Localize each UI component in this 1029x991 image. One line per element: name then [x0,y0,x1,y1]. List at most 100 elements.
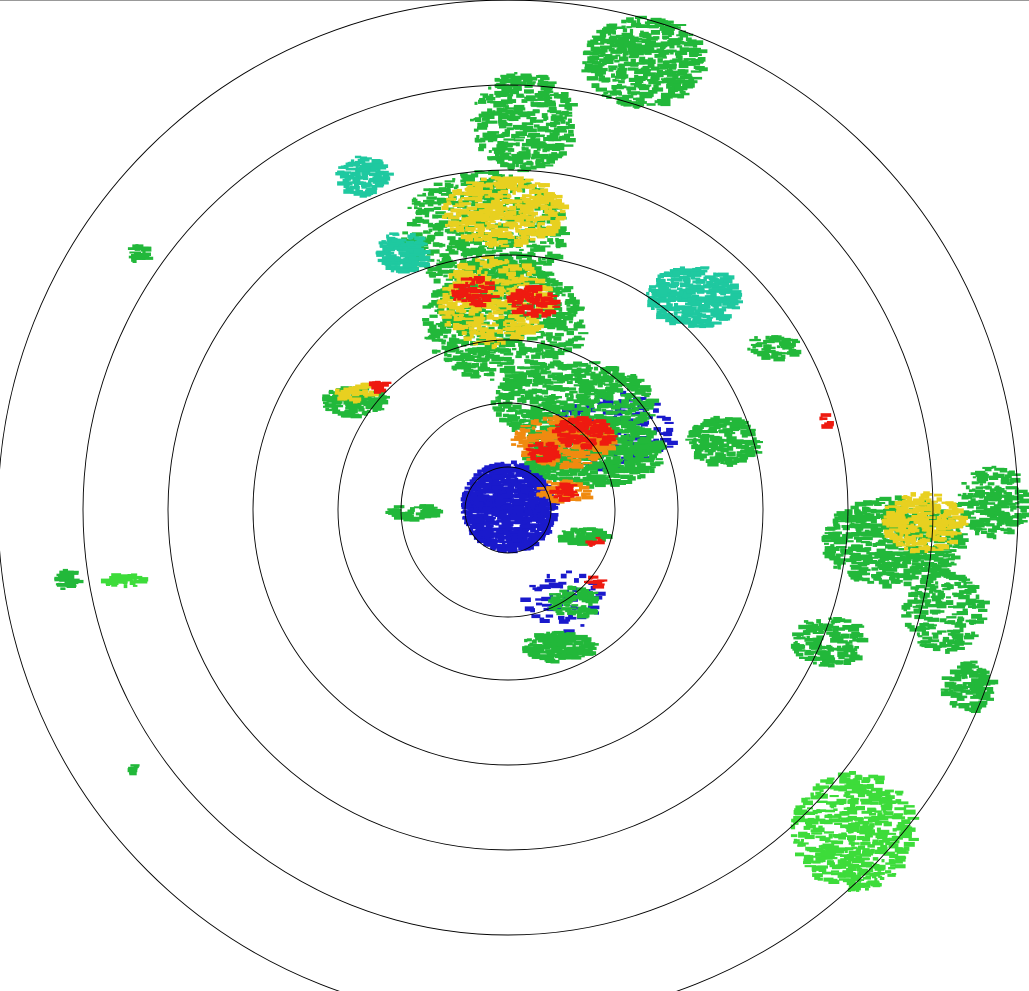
echo-cell [657,71,669,76]
echo-cell [711,308,718,313]
echo-cell [536,336,544,339]
echo-cell [646,446,653,452]
echo-cell [456,329,461,333]
echo-cell [552,396,562,399]
echo-cell [714,281,719,287]
echo-cell [460,259,464,263]
echo-cell [520,487,530,492]
echo-cell [645,48,649,54]
echo-cell [417,207,423,211]
echo-cell [472,355,478,358]
echo-cell [539,153,549,157]
echo-cell [525,166,532,172]
echo-cell [605,457,612,461]
echo-cell [541,603,553,607]
echo-cell [526,244,531,248]
echo-cell [674,321,684,324]
echo-cell [542,473,549,478]
echo-cell [560,119,566,124]
echo-cell [560,314,565,319]
echo-cell [423,188,431,192]
echo-cell [631,436,641,441]
echo-cell [494,520,503,523]
echo-cell [581,374,585,377]
echo-cell [539,619,550,623]
echo-cell [513,124,524,130]
echo-cell [442,345,451,350]
echo-cell [488,348,500,352]
echo-cell [609,473,617,478]
echo-cell [610,482,620,487]
echo-cell [729,283,739,287]
echo-cell [648,297,658,301]
echo-cell [582,398,591,403]
echo-cell [515,411,521,415]
echo-cell [513,139,524,142]
echo-cell [679,47,689,52]
echo-cell [524,509,533,515]
echo-cell [480,139,486,143]
echo-cell [605,411,614,415]
echo-cell [692,80,698,84]
echo-cell [726,298,735,301]
echo-cell [514,464,522,469]
echo-cell [480,363,488,368]
echo-cell [541,369,547,373]
echo-cell [622,55,627,58]
echo-cell [441,257,452,261]
echo-cell [723,295,733,300]
echo-cell [471,203,476,207]
echo-cell [712,312,724,318]
echo-cell [474,117,482,122]
echo-cell [492,480,501,486]
echo-cell [552,362,561,366]
echo-cell [524,84,533,88]
echo-cell [475,250,481,254]
echo-cell [533,379,540,383]
echo-cell [476,346,488,352]
echo-cell [502,413,509,417]
echo-cell [674,86,683,92]
echo-cell [691,298,696,302]
echo-cell [449,269,455,274]
echo-cell [431,339,442,342]
echo-cell [654,450,659,456]
echo-cell [480,521,491,526]
echo-cell [719,277,726,281]
echo-cell [517,533,528,538]
echo-cell [449,241,454,244]
echo-cell [542,164,554,167]
echo-cell [637,426,643,430]
echo-cell [557,239,564,243]
echo-cell [543,116,547,122]
echo-cell [483,267,487,271]
echo-cell [587,56,599,61]
echo-cell [614,469,621,472]
echo-cell [565,616,577,620]
echo-cell [538,126,549,131]
echo-cell [479,245,488,248]
echo-cell [634,104,640,109]
echo-cell [538,395,543,398]
echo-cell [458,240,468,245]
echo-cell [530,156,535,160]
echo-cell [424,336,429,340]
echo-cell [427,234,436,240]
echo-cell [456,361,468,367]
echo-cell [598,62,607,66]
echo-cell [531,102,542,107]
echo-cell [560,320,567,325]
echo-cell [499,403,504,407]
echo-cell [618,68,625,73]
echo-cell [691,47,701,53]
echo-cell [469,240,480,244]
echo-cell [631,428,635,433]
echo-cell [522,520,528,524]
echo-cell [466,523,471,527]
echo-cell [554,385,561,388]
echo-cell [496,547,502,552]
echo-cell [616,72,627,78]
echo-cell [474,341,486,346]
echo-cell [545,332,553,337]
echo-cell [504,380,512,385]
